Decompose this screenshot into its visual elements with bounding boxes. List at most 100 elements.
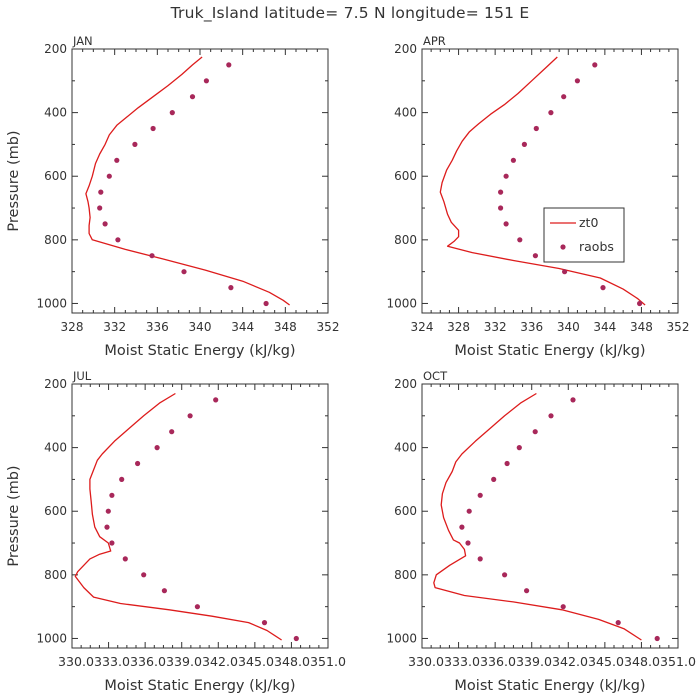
data-point-raobs <box>524 588 530 594</box>
y-tick-label: 400 <box>44 106 67 120</box>
x-axis-label: Moist Static Energy (kJ/kg) <box>104 678 295 694</box>
y-tick-label: 800 <box>44 568 67 582</box>
data-point-raobs <box>498 205 504 211</box>
data-point-raobs <box>637 300 643 307</box>
y-tick-label: 400 <box>44 441 67 455</box>
y-tick-label: 600 <box>394 504 417 518</box>
data-point-raobs <box>532 429 538 435</box>
panel-jul: 330.0333.0336.0339.0342.0345.0348.0351.0… <box>6 369 346 694</box>
data-point-raobs <box>213 397 219 403</box>
series-line-zt0 <box>85 56 290 306</box>
data-point-raobs <box>119 476 125 482</box>
x-axis-label: Moist Static Energy (kJ/kg) <box>454 678 645 694</box>
x-tick-label: 352 <box>667 320 690 334</box>
data-point-raobs <box>574 78 581 84</box>
x-tick-label: 324 <box>411 320 434 334</box>
data-point-raobs <box>477 492 483 498</box>
y-tick-label: 800 <box>44 233 67 247</box>
data-point-raobs <box>459 524 465 530</box>
x-tick-label: 352 <box>317 320 340 334</box>
data-point-raobs <box>491 476 497 482</box>
plot-frame <box>71 48 329 314</box>
y-tick-label: 200 <box>394 377 417 391</box>
data-point-raobs <box>561 94 567 100</box>
data-point-raobs <box>498 189 504 195</box>
data-point-raobs <box>181 269 187 275</box>
x-tick-label: 336 <box>146 320 169 334</box>
plot-frame <box>71 383 329 649</box>
x-tick-labels: 330.0333.0336.0339.0342.0345.0348.0351.0 <box>408 655 696 669</box>
legend: zt0 raobs <box>543 207 625 263</box>
data-point-raobs <box>228 285 234 291</box>
data-point-raobs <box>261 620 268 626</box>
data-point-raobs <box>503 221 509 227</box>
data-point-raobs <box>114 157 120 163</box>
data-point-raobs <box>154 445 160 451</box>
panel-label: JAN <box>72 34 93 48</box>
y-axis-label: Pressure (mb) <box>6 465 22 566</box>
data-point-raobs <box>293 635 299 642</box>
data-point-raobs <box>592 62 598 68</box>
data-point-raobs <box>135 460 141 467</box>
data-point-raobs <box>263 300 269 307</box>
series-line-zt0 <box>439 56 646 306</box>
data-point-raobs <box>109 540 115 546</box>
y-tick-label: 1000 <box>386 296 417 310</box>
data-point-raobs <box>521 141 528 147</box>
data-point-raobs <box>97 205 103 211</box>
data-point-raobs <box>161 588 167 594</box>
x-tick-label: 344 <box>593 320 616 334</box>
x-tick-label: 332 <box>484 320 507 334</box>
data-point-raobs <box>504 460 510 467</box>
y-tick-label: 200 <box>44 377 67 391</box>
data-point-raobs <box>600 285 606 291</box>
panel-oct: 330.0333.0336.0339.0342.0345.0348.0351.0… <box>386 369 696 694</box>
data-point-raobs <box>548 110 554 116</box>
panel-jan: 328 332 336 340 344 348 352 200 400 600 800 1000 JAN… <box>6 34 339 359</box>
data-point-raobs <box>109 492 115 498</box>
data-point-raobs <box>548 413 554 419</box>
data-point-raobs <box>132 141 138 147</box>
data-point-raobs <box>115 237 121 243</box>
plot-frame <box>421 48 679 314</box>
y-tick-label: 400 <box>394 441 417 455</box>
data-point-raobs <box>141 572 147 578</box>
y-tick-label: 800 <box>394 568 417 582</box>
data-point-raobs <box>570 397 576 403</box>
y-tick-label: 200 <box>394 42 417 56</box>
y-tick-label: 400 <box>394 106 417 120</box>
y-tick-label: 600 <box>44 169 67 183</box>
data-point-raobs <box>477 556 483 562</box>
data-point-raobs <box>149 253 155 259</box>
data-point-raobs <box>465 540 471 546</box>
panel-label: OCT <box>423 369 448 383</box>
y-tick-label: 200 <box>44 42 67 56</box>
series-line-zt0 <box>433 392 642 641</box>
data-point-raobs <box>102 221 108 227</box>
data-point-raobs <box>194 604 200 610</box>
data-point-raobs <box>562 269 568 275</box>
x-tick-label: 332 <box>103 320 126 334</box>
legend-dot-swatch <box>560 244 566 250</box>
legend-label: raobs <box>579 239 614 254</box>
data-point-raobs <box>226 62 232 68</box>
x-axis-label: Moist Static Energy (kJ/kg) <box>454 343 645 359</box>
data-point-raobs <box>502 572 508 578</box>
data-point-raobs <box>510 157 516 163</box>
data-point-raobs <box>98 189 104 195</box>
data-point-raobs <box>532 253 539 259</box>
series-line-zt0 <box>74 392 282 641</box>
x-axis-label: Moist Static Energy (kJ/kg) <box>104 343 295 359</box>
data-point-raobs <box>516 445 522 451</box>
y-tick-label: 1000 <box>386 631 417 645</box>
legend-label: zt0 <box>579 215 598 230</box>
data-point-raobs <box>533 125 539 132</box>
data-point-raobs <box>187 413 193 419</box>
data-point-raobs <box>169 429 175 435</box>
data-point-raobs <box>560 604 566 610</box>
x-tick-label: 328 <box>61 320 84 334</box>
data-point-raobs <box>122 556 128 562</box>
data-point-raobs <box>654 635 660 642</box>
x-tick-labels: 330.0333.0336.0339.0342.0345.0348.0351.0 <box>58 655 346 669</box>
y-tick-label: 1000 <box>36 631 67 645</box>
